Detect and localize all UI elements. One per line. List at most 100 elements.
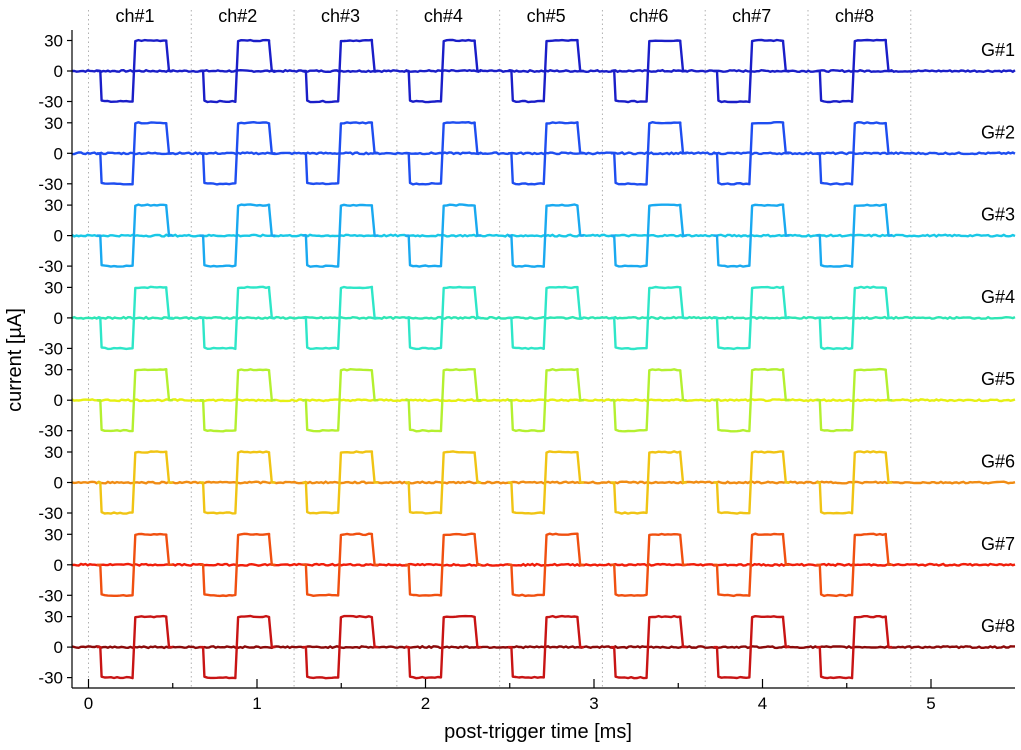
baseline-trace xyxy=(71,233,1016,238)
pulse-trace xyxy=(713,450,790,515)
pulse-trace xyxy=(610,368,687,433)
y-tick-label: 30 xyxy=(44,525,63,544)
pulse-trace xyxy=(610,532,687,597)
pulse-trace xyxy=(610,450,687,515)
x-tick-label: 4 xyxy=(758,694,767,713)
pulse-trace xyxy=(508,614,584,679)
group-label: G#5 xyxy=(981,369,1015,389)
y-tick-label: 30 xyxy=(44,32,63,51)
pulse-trace xyxy=(302,450,379,515)
x-tick-label: 5 xyxy=(926,694,935,713)
pulse-trace xyxy=(508,285,584,351)
pulse-trace xyxy=(96,203,173,268)
pulse-trace xyxy=(302,121,379,186)
pulse-trace xyxy=(713,368,790,433)
pulse-trace xyxy=(610,614,687,680)
pulse-trace xyxy=(508,367,584,433)
pulse-trace xyxy=(96,368,173,433)
y-tick-label: 0 xyxy=(54,638,63,657)
pulse-trace xyxy=(405,450,482,515)
baseline-trace xyxy=(71,68,1016,74)
pulse-trace xyxy=(713,615,790,680)
y-tick-label: 0 xyxy=(54,391,63,410)
x-tick-label: 2 xyxy=(421,694,430,713)
pulse-trace xyxy=(96,285,173,351)
baseline-trace xyxy=(71,398,1016,403)
y-tick-label: 30 xyxy=(44,114,63,133)
channel-label: ch#6 xyxy=(629,6,668,26)
x-tick-label: 1 xyxy=(252,694,261,713)
pulse-trace xyxy=(199,368,276,433)
y-tick-label: 0 xyxy=(54,227,63,246)
x-tick-label: 3 xyxy=(589,694,598,713)
pulse-trace xyxy=(713,121,790,186)
pulse-trace xyxy=(816,285,893,351)
pulse-trace xyxy=(302,203,379,268)
pulse-trace xyxy=(96,38,173,103)
y-tick-label: -30 xyxy=(38,175,63,194)
y-tick-label: -30 xyxy=(38,504,63,523)
pulse-trace xyxy=(199,38,276,104)
baseline-trace xyxy=(71,644,1015,650)
pulse-trace xyxy=(816,450,893,515)
pulse-trace xyxy=(199,614,276,680)
pulse-trace xyxy=(199,532,276,598)
x-tick-label: 0 xyxy=(84,694,93,713)
y-tick-label: 0 xyxy=(54,62,63,81)
pulse-trace xyxy=(713,285,790,351)
pulse-trace xyxy=(405,368,482,433)
y-tick-label: 0 xyxy=(54,556,63,575)
channel-label: ch#4 xyxy=(424,6,463,26)
group-label: G#1 xyxy=(981,40,1015,60)
pulse-trace xyxy=(508,121,584,186)
pulse-trace xyxy=(199,121,276,186)
pulse-trace xyxy=(405,532,482,597)
y-tick-label: 30 xyxy=(44,443,63,462)
pulse-trace xyxy=(302,38,379,104)
pulse-trace xyxy=(610,285,687,351)
pulse-trace xyxy=(96,614,173,680)
y-tick-label: -30 xyxy=(38,422,63,441)
group-label: G#2 xyxy=(981,122,1015,142)
y-tick-label: -30 xyxy=(38,93,63,112)
y-axis-title: current [µA] xyxy=(4,308,26,412)
label-layer: post-trigger time [ms] current [µA] ch#1… xyxy=(4,6,1015,743)
axis-layer xyxy=(67,30,1015,689)
pulse-trace xyxy=(96,121,173,186)
group-label: G#8 xyxy=(981,616,1015,636)
y-tick-label: 30 xyxy=(44,361,63,380)
pulse-trace xyxy=(816,203,893,268)
y-tick-label: 30 xyxy=(44,196,63,215)
pulse-trace xyxy=(405,285,482,351)
pulse-trace xyxy=(713,38,790,104)
channel-label: ch#2 xyxy=(218,6,257,26)
y-tick-label: 0 xyxy=(54,474,63,493)
group-label: G#7 xyxy=(981,534,1015,554)
pulse-trace xyxy=(508,203,584,268)
pulse-trace xyxy=(199,450,276,515)
pulse-trace xyxy=(302,532,379,597)
baseline-trace xyxy=(71,315,1016,321)
channel-label: ch#3 xyxy=(321,6,360,26)
pulse-trace xyxy=(610,203,687,268)
x-axis-title: post-trigger time [ms] xyxy=(444,721,632,743)
y-tick-label: -30 xyxy=(38,586,63,605)
pulse-trace xyxy=(610,39,687,104)
channel-label: ch#7 xyxy=(732,6,771,26)
group-label: G#6 xyxy=(981,452,1015,472)
pulse-trace xyxy=(816,38,893,104)
pulse-trace xyxy=(405,121,482,186)
pulse-trace xyxy=(96,450,173,515)
pulse-trace xyxy=(302,285,379,350)
pulse-trace xyxy=(199,285,276,351)
y-tick-label: 0 xyxy=(54,309,63,328)
pulse-trace xyxy=(302,614,379,680)
pulse-trace xyxy=(610,121,687,186)
pulse-trace xyxy=(199,203,276,268)
group-label: G#3 xyxy=(981,205,1015,225)
pulse-trace xyxy=(713,203,790,268)
baseline-trace xyxy=(71,151,1016,156)
y-tick-label: -30 xyxy=(38,669,63,688)
